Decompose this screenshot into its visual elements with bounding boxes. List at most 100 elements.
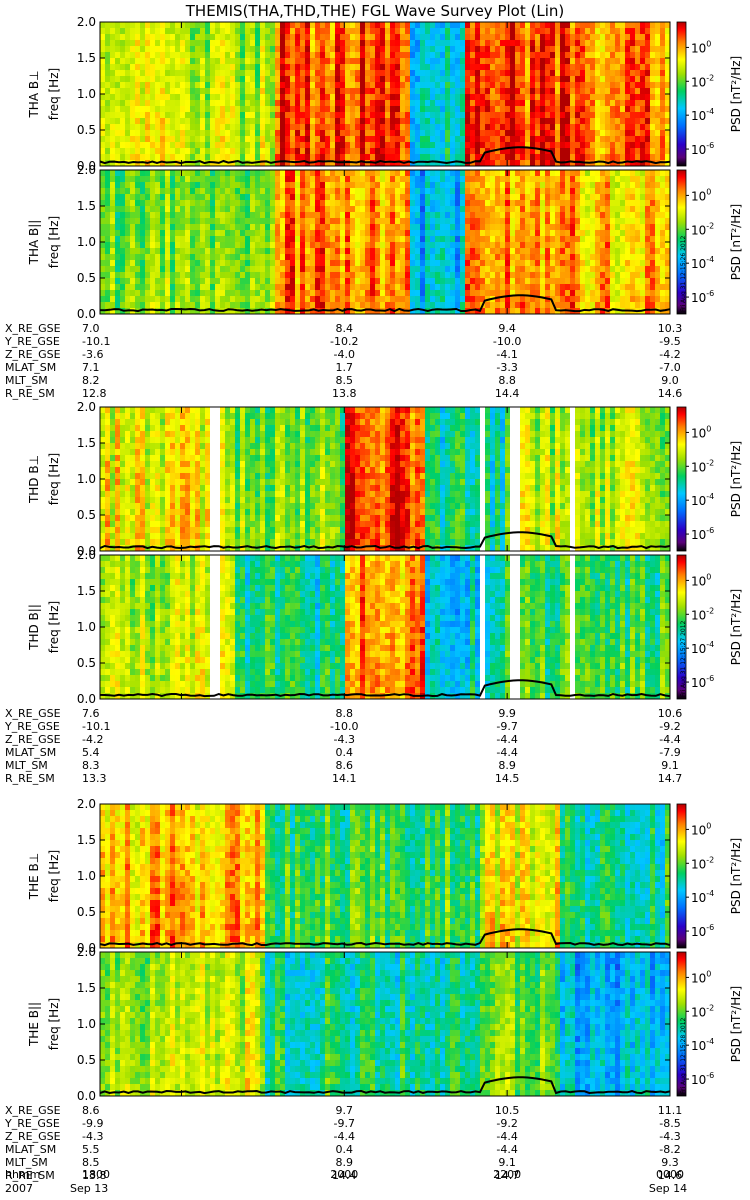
freq-tick-label: 1.5	[77, 981, 96, 995]
ephemeris-row-label: X_RE_GSE	[5, 1104, 61, 1117]
ephemeris-value: -7.9	[659, 746, 680, 759]
ephemeris-value: 14.4	[332, 1169, 357, 1182]
ephemeris-value: 9.4	[498, 322, 516, 335]
ephemeris-row-label: MLAT_SM	[5, 361, 56, 374]
freq-axis-label: freq [Hz]	[47, 601, 61, 653]
ephemeris-value: 12.8	[82, 387, 107, 400]
ephemeris-value: 10.6	[658, 707, 683, 720]
ephemeris-value: 14.7	[658, 772, 683, 785]
freq-axis-label: freq [Hz]	[47, 216, 61, 268]
gyrofrequency-line	[99, 928, 671, 947]
freq-tick-label: 2.0	[77, 163, 96, 177]
ephemeris-value: -4.3	[82, 1130, 103, 1143]
ephemeris-row-label: MLT_SM	[5, 759, 48, 772]
ephemeris-value: 5.4	[82, 746, 100, 759]
ephemeris-value: -9.7	[334, 1117, 355, 1130]
ephemeris-value: 14.4	[495, 387, 520, 400]
ephemeris-value: -10.0	[493, 335, 521, 348]
ephemeris-value: 0.4	[336, 1143, 354, 1156]
ephemeris-row-label: MLAT_SM	[5, 1143, 56, 1156]
ephemeris-row-label: Y_RE_GSE	[4, 1117, 60, 1130]
colorbar-tick-label: 10-2	[691, 73, 714, 89]
ephemeris-value: -9.7	[496, 720, 517, 733]
probe-group: 0.0 0.5 1.0 1.5 2.0 THD B⊥ freq [Hz] 100 10-2 10-…	[4, 400, 743, 785]
colorbar-tick-label: 10-6	[691, 141, 714, 157]
ephemeris-value: 8.9	[498, 759, 516, 772]
colorbar-tick-label: 100	[691, 187, 711, 203]
spectrogram-panel: 0.0 0.5 1.0 1.5 2.0 THD B⊥ freq [Hz] 100 10-2 10-…	[27, 400, 743, 558]
ephemeris-value: -7.0	[659, 361, 680, 374]
freq-tick-label: 0.5	[77, 123, 96, 137]
colorbar-tick-label: 10-6	[691, 923, 714, 939]
ephemeris-value: -10.2	[330, 335, 358, 348]
ephemeris-row-label: R_RE_SM	[5, 772, 55, 785]
colorbar-tick-label: 10-4	[691, 889, 714, 905]
ephemeris-value: -4.3	[334, 733, 355, 746]
time-axis: hhmm 2007 Sep 13 Sep 14 1800 2000 2200 0000	[5, 1168, 687, 1195]
ephemeris-value: 14.6	[658, 387, 683, 400]
ephemeris-value: 14.6	[658, 1169, 683, 1182]
probe-label: THE B||	[27, 1002, 41, 1047]
ephemeris-value: -9.2	[659, 720, 680, 733]
ephemeris-row-label: R_RE_SM	[5, 387, 55, 400]
freq-tick-label: 0.5	[77, 271, 96, 285]
freq-tick-label: 1.5	[77, 199, 96, 213]
freq-tick-label: 0.0	[77, 307, 96, 321]
freq-tick-label: 1.0	[77, 472, 96, 486]
freq-tick-label: 0.0	[77, 692, 96, 706]
colorbar-tick-label: 10-2	[691, 855, 714, 871]
freq-tick-label: 1.5	[77, 584, 96, 598]
timestamp-stamp: Fri Aug 31 12:15:26 2012	[680, 235, 687, 312]
ephemeris-value: -4.4	[496, 1143, 517, 1156]
freq-tick-label: 0.5	[77, 508, 96, 522]
freq-tick-label: 2.0	[77, 15, 96, 29]
colorbar: 100 10-2 10-4 10-6 PSD [nT²/Hz]	[676, 803, 743, 949]
freq-tick-label: 0.0	[77, 159, 96, 173]
ephemeris-value: 7.6	[82, 707, 100, 720]
colorbar-tick-label: 10-2	[691, 1003, 714, 1019]
colorbar: 100 10-2 10-4 10-6 PSD [nT²/Hz]	[676, 406, 743, 552]
spectrogram-cells	[100, 407, 671, 552]
colorbar-tick-label: 100	[691, 572, 711, 588]
freq-axis-label: freq [Hz]	[47, 453, 61, 505]
ephemeris-value: 7.0	[82, 322, 100, 335]
colorbar-tick-label: 10-6	[691, 289, 714, 305]
colorbar-tick-label: 10-6	[691, 674, 714, 690]
ephemeris-value: 5.5	[82, 1143, 100, 1156]
ephemeris-value: -4.4	[496, 746, 517, 759]
freq-tick-label: 0.5	[77, 1053, 96, 1067]
freq-tick-label: 1.5	[77, 833, 96, 847]
freq-axis-label: freq [Hz]	[47, 850, 61, 902]
spectrogram-cells	[100, 952, 671, 1097]
ephemeris-value: -9.2	[496, 1117, 517, 1130]
probe-label: THA B||	[27, 220, 41, 266]
freq-tick-label: 2.0	[77, 548, 96, 562]
ephemeris-value: 11.1	[658, 1104, 683, 1117]
year-label: 2007	[5, 1182, 33, 1195]
ephemeris-value: -10.0	[330, 720, 358, 733]
date-start-label: Sep 13	[70, 1182, 108, 1195]
colorbar-tick-label: 10-4	[691, 107, 714, 123]
ephemeris-value: 14.5	[495, 772, 520, 785]
freq-tick-label: 0.5	[77, 905, 96, 919]
ephemeris-value: -10.1	[82, 335, 110, 348]
spectrogram-panel: 0.0 0.5 1.0 1.5 2.0 THA B|| freq [Hz] 100 10-2 10…	[27, 163, 743, 321]
colorbar: 100 10-2 10-4 10-6 PSD [nT²/Hz]	[676, 21, 743, 167]
ephemeris-value: 8.9	[336, 1156, 354, 1169]
spectrogram-panel: 0.0 0.5 1.0 1.5 2.0 THE B⊥ freq [Hz] 100 10-2 10-…	[27, 797, 743, 955]
freq-tick-label: 2.0	[77, 797, 96, 811]
ephemeris-value: 8.8	[336, 707, 354, 720]
ephemeris-row-label: Z_RE_GSE	[5, 733, 61, 746]
ephemeris-row-label: X_RE_GSE	[5, 322, 61, 335]
freq-tick-label: 1.5	[77, 436, 96, 450]
ephemeris-value: -3.3	[496, 361, 517, 374]
ephemeris-value: -4.2	[659, 348, 680, 361]
ephemeris-value: 8.2	[82, 374, 100, 387]
gyrofrequency-line	[99, 1076, 671, 1095]
ephemeris-value: -8.5	[659, 1117, 680, 1130]
ephemeris-value: -4.4	[496, 1130, 517, 1143]
ephemeris-value: -4.4	[659, 733, 680, 746]
probe-label: THD B⊥	[27, 455, 41, 504]
timestamp-stamp: Fri Aug 31 12:15:28 2012	[680, 1017, 687, 1094]
